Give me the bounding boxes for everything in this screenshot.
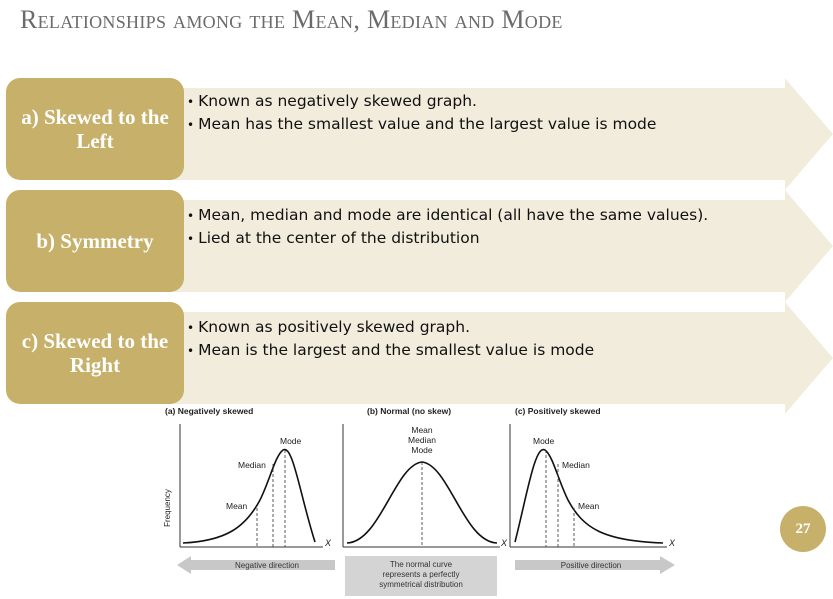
label-mean: Mean xyxy=(578,501,600,511)
panel-title-positive: (c) Positively skewed xyxy=(515,406,601,416)
bullet-list: Mean, median and mode are identical (all… xyxy=(187,204,708,250)
x-axis-label: X xyxy=(324,538,332,548)
label-mean: Mean xyxy=(226,501,248,511)
bullet-item: Known as negatively skewed graph. xyxy=(187,90,656,113)
caption-line: represents a perfectly xyxy=(383,570,460,579)
panel-positive: Mode Median Mean X xyxy=(509,424,676,548)
negative-skew-curve xyxy=(182,448,316,544)
label-mode: Mode xyxy=(533,436,555,446)
slide-title: Relationships among the Mean, Median and… xyxy=(20,5,563,34)
panel-title-normal: (b) Normal (no skew) xyxy=(367,406,451,416)
x-axis-label: X xyxy=(668,538,676,548)
skew-distribution-figure: (a) Negatively skewed (b) Normal (no ske… xyxy=(163,406,676,596)
label-mode: Mode xyxy=(280,436,302,446)
positive-direction-arrow xyxy=(515,556,675,574)
label-median: Median xyxy=(562,460,590,470)
label-median: Median xyxy=(238,460,266,470)
row-skewed-right: c) Skewed to the Right Known as positive… xyxy=(0,302,833,414)
x-axis-label: X xyxy=(500,538,508,548)
bullet-item: Lied at the center of the distribution xyxy=(187,227,708,250)
bullet-list: Known as positively skewed graph. Mean i… xyxy=(187,316,594,362)
bullet-item: Mean is the largest and the smallest val… xyxy=(187,339,594,362)
row-label: c) Skewed to the Right xyxy=(6,302,184,404)
bullet-item: Mean, median and mode are identical (all… xyxy=(187,204,708,227)
caption-box xyxy=(345,556,497,596)
row-label: b) Symmetry xyxy=(6,190,184,292)
bullet-list: Known as negatively skewed graph. Mean h… xyxy=(187,90,656,136)
bullet-item: Mean has the smallest value and the larg… xyxy=(187,113,656,136)
bullet-item: Known as positively skewed graph. xyxy=(187,316,594,339)
row-skewed-left: a) Skewed to the Left Known as negativel… xyxy=(0,78,833,190)
y-axis-label: Frequency xyxy=(163,489,172,527)
label-mode: Mode xyxy=(411,445,433,455)
positive-direction-label: Positive direction xyxy=(561,561,621,570)
caption-line: The normal curve xyxy=(390,560,453,569)
panel-title-negative: (a) Negatively skewed xyxy=(165,406,253,416)
page-number-badge: 27 xyxy=(780,506,826,552)
label-mean: Mean xyxy=(411,425,433,435)
negative-direction-arrow xyxy=(177,556,335,574)
row-symmetry: b) Symmetry Mean, median and mode are id… xyxy=(0,190,833,302)
panel-negative: Mode Median Mean X xyxy=(179,424,332,548)
panel-normal: Mean Median Mode X xyxy=(342,424,508,548)
negative-direction-label: Negative direction xyxy=(235,561,299,570)
caption-line: symmetrical distribution xyxy=(379,580,463,589)
row-label: a) Skewed to the Left xyxy=(6,78,184,180)
label-median: Median xyxy=(408,435,436,445)
positive-skew-curve xyxy=(514,448,664,544)
